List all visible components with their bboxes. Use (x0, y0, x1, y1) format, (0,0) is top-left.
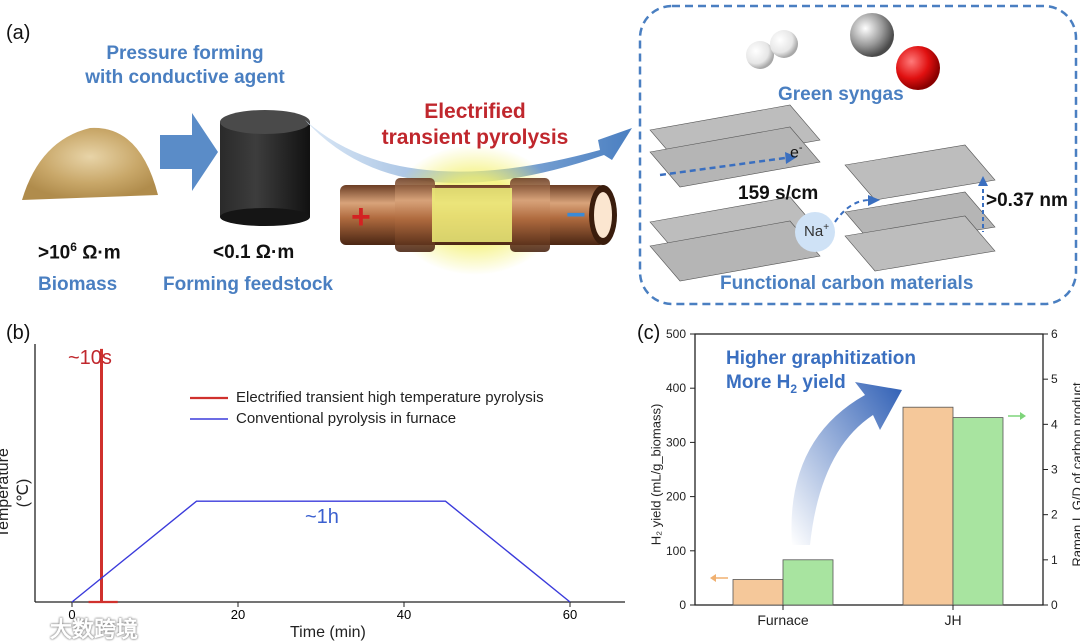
c-cat-jh: JH (944, 612, 962, 628)
electron-label: e- (790, 142, 803, 162)
biomass-pile (22, 127, 158, 200)
panel-a-illustration: + − (22, 4, 1078, 306)
plus-sign: + (351, 198, 371, 236)
annot-line-1: Higher graphitization (726, 348, 916, 369)
b-y-label: Temperature (℃) (0, 448, 32, 538)
c-left-tick-label: 100 (666, 544, 686, 558)
annot-line-2-pre: More H (726, 372, 791, 393)
b-xtick-40: 40 (396, 607, 412, 622)
c-left-ticks: 0 100 200 300 400 500 (666, 327, 695, 612)
c-right-tick-label: 1 (1051, 553, 1058, 567)
bar-furnace-h2 (732, 579, 784, 606)
c-left-tick-label: 300 (666, 435, 686, 449)
biomass-resistivity-unit: Ω·m (76, 242, 121, 264)
pyrolysis-line-2: transient pyrolysis (381, 126, 569, 149)
feedstock-label: Forming feedstock (163, 274, 333, 295)
products-box (638, 4, 1078, 306)
pressure-forming-title: Pressure forming with conductive agent (60, 42, 310, 90)
graphite-layers-left (649, 104, 821, 282)
c-right-tick-label: 0 (1051, 598, 1058, 612)
pressure-line-2: with conductive agent (85, 67, 285, 88)
pressure-line-1: Pressure forming (106, 43, 264, 64)
c-right-ticks: 0 1 2 3 4 5 6 (1043, 327, 1058, 612)
pyrolysis-arrow (305, 120, 632, 183)
c-right-tick-label: 6 (1051, 327, 1058, 341)
plateau-annotation: ~1h (305, 506, 339, 528)
b-xtick-20: 20 (230, 607, 246, 622)
graphite-layers-right (844, 144, 996, 272)
panel-a-label: (a) (6, 22, 31, 44)
series-electrified (88, 348, 118, 604)
c-y-label-right: Raman I_G/D of carbon product (1069, 382, 1080, 567)
sodium-label: Na+ (804, 222, 829, 240)
forming-arrow (160, 113, 218, 191)
sodium-ion (795, 212, 835, 252)
spacing-label: >0.37 nm (986, 190, 1068, 211)
minus-sign: − (566, 196, 586, 234)
c-left-tick-label: 0 (679, 598, 686, 612)
annot-line-2-sub: 2 (790, 381, 798, 396)
annot-line-2-post: yield (797, 372, 846, 393)
annot-line-2: More H2 yield (726, 371, 916, 401)
graphitization-annotation: Higher graphitization More H2 yield (726, 347, 916, 401)
c-right-tick-label: 5 (1051, 372, 1058, 386)
electron-sup: - (798, 142, 803, 154)
watermark: 大数跨境 (50, 617, 139, 642)
conductivity-label: 159 s/cm (738, 183, 819, 204)
c-left-tick-label: 200 (666, 490, 686, 504)
series-furnace (71, 500, 571, 603)
c-left-tick-label: 400 (666, 381, 686, 395)
panel-b-label: (b) (6, 322, 31, 344)
panel-b-chart (34, 344, 625, 607)
c-right-tick-label: 2 (1051, 508, 1058, 522)
pyrolysis-line-1: Electrified (424, 100, 526, 123)
bar-jh-h2 (902, 406, 954, 606)
biomass-resistivity: >106 Ω·m (38, 240, 121, 264)
b-xtick-60: 60 (562, 607, 578, 622)
biomass-resistivity-base: >10 (38, 242, 71, 264)
b-xtick-0: 0 (68, 607, 76, 622)
panel-c-chart: 0 100 200 300 400 500 0 1 2 3 4 5 6 (666, 327, 1058, 612)
c-left-tick-label: 500 (666, 327, 686, 341)
graphitization-arrow (791, 382, 902, 545)
electron-arrow (659, 156, 786, 177)
electron-symbol: e (790, 144, 799, 162)
biomass-label: Biomass (38, 274, 118, 295)
feedstock-cylinder (220, 122, 310, 217)
b-x-label: Time (min) (290, 624, 366, 641)
feedstock-resistivity: <0.1 Ω·m (213, 242, 295, 263)
functional-label: Functional carbon materials (720, 273, 974, 294)
c-right-tick-label: 3 (1051, 463, 1058, 477)
legend-blue-label: Conventional pyrolysis in furnace (236, 410, 457, 427)
bar-furnace-raman (782, 559, 834, 606)
sodium-symbol: Na (804, 223, 824, 240)
c-cat-furnace: Furnace (757, 612, 809, 628)
legend-red-label: Electrified transient high temperature p… (236, 389, 544, 406)
sodium-sup: + (823, 222, 830, 233)
spike-annotation: ~10s (68, 347, 112, 369)
biomass-resistivity-exp: 6 (70, 240, 77, 254)
c-right-tick-label: 4 (1051, 417, 1058, 431)
bar-jh-raman (952, 417, 1004, 606)
pyrolysis-title: Electrified transient pyrolysis (345, 99, 605, 151)
panel-c-label: (c) (637, 322, 661, 344)
c-y-label-left: H₂ yield (mL/g_biomass) (648, 403, 664, 546)
syngas-label: Green syngas (778, 84, 904, 105)
